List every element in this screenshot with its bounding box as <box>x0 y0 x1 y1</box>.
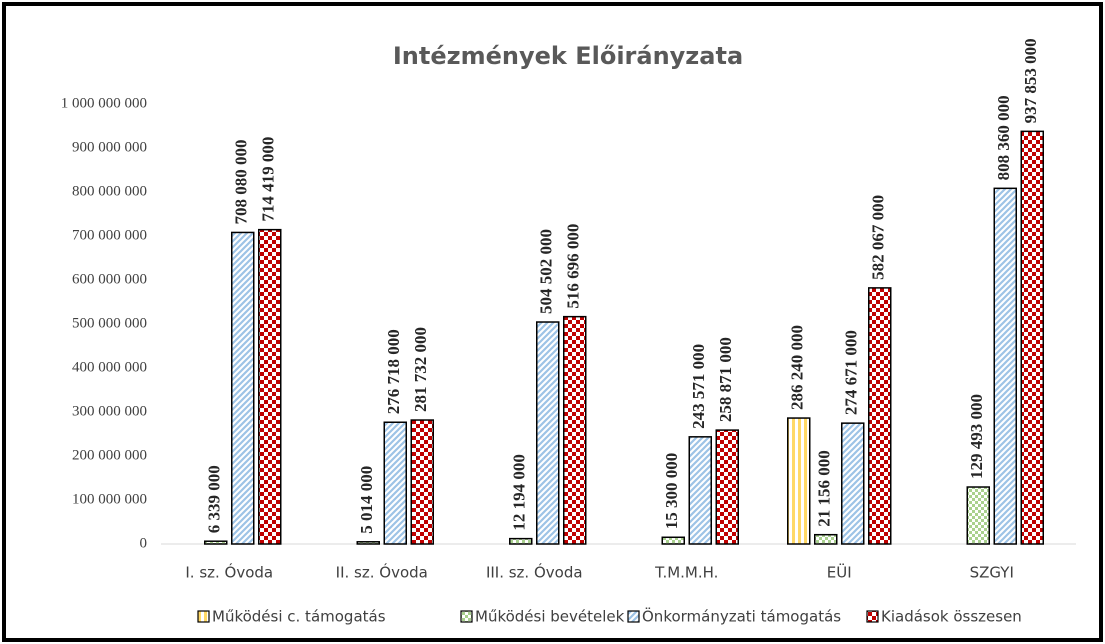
bar <box>258 228 282 545</box>
legend-label: Kiadások összesen <box>881 608 1022 626</box>
chart-title: Intézmények Előirányzata <box>393 42 743 70</box>
bar <box>661 536 685 545</box>
y-tick-label: 1 000 000 000 <box>61 95 147 111</box>
y-tick-label: 400 000 000 <box>72 359 147 375</box>
data-label: 129 493 000 <box>967 394 986 479</box>
y-tick-label: 200 000 000 <box>72 447 147 463</box>
data-label: 15 300 000 <box>662 453 681 530</box>
data-label: 516 696 000 <box>564 224 583 309</box>
legend-label: Működési c. támogatás <box>212 608 386 626</box>
bar <box>1020 130 1044 545</box>
data-label: 286 240 000 <box>788 325 807 410</box>
y-tick-label: 500 000 000 <box>72 315 147 331</box>
data-label: 21 156 000 <box>815 450 834 527</box>
x-tick-label: T.M.M.H. <box>654 564 718 582</box>
bar <box>868 287 892 545</box>
x-tick-label: I. sz. Óvoda <box>185 563 273 582</box>
bar <box>383 421 407 545</box>
bar <box>509 537 533 545</box>
bar <box>841 422 865 545</box>
legend-swatch <box>460 610 473 623</box>
bar <box>231 231 255 545</box>
y-tick-label: 900 000 000 <box>72 139 147 155</box>
data-label: 504 502 000 <box>537 229 556 314</box>
legend-swatch <box>866 610 879 623</box>
x-tick-label: SZGYI <box>970 564 1014 582</box>
y-tick-label: 700 000 000 <box>72 227 147 243</box>
data-label: 12 194 000 <box>510 454 529 531</box>
bar <box>356 541 380 545</box>
data-label: 708 080 000 <box>232 139 251 224</box>
x-tick-label: EÜI <box>827 563 852 582</box>
y-tick-label: 300 000 000 <box>72 403 147 419</box>
y-tick-label: 800 000 000 <box>72 183 147 199</box>
data-label: 274 671 000 <box>842 330 861 415</box>
legend-label: Működési bevételek <box>475 608 625 626</box>
y-tick-label: 100 000 000 <box>72 491 147 507</box>
bar <box>688 436 712 545</box>
legend-swatch <box>197 610 210 623</box>
bar <box>993 187 1017 545</box>
data-label: 281 732 000 <box>411 327 430 412</box>
x-tick-label: III. sz. Óvoda <box>486 563 583 582</box>
bar <box>563 315 587 545</box>
y-tick-label: 0 <box>140 535 148 551</box>
bar <box>715 429 739 545</box>
x-tick-label: II. sz. Óvoda <box>336 563 428 582</box>
legend-swatch <box>627 610 640 623</box>
data-label: 808 360 000 <box>994 95 1013 180</box>
y-tick-label: 600 000 000 <box>72 271 147 287</box>
data-label: 937 853 000 <box>1021 38 1040 123</box>
data-label: 243 571 000 <box>689 344 708 429</box>
bar <box>966 486 990 545</box>
bar <box>814 533 838 545</box>
legend-label: Önkormányzati támogatás <box>642 607 841 626</box>
bar <box>536 321 560 545</box>
bar <box>410 419 434 545</box>
data-label: 258 871 000 <box>716 337 735 422</box>
data-label: 714 419 000 <box>259 137 278 222</box>
data-label: 5 014 000 <box>357 466 376 534</box>
bar <box>787 417 811 545</box>
bar <box>204 540 228 545</box>
data-label: 582 067 000 <box>869 195 888 280</box>
data-label: 6 339 000 <box>205 465 224 533</box>
data-label: 276 718 000 <box>384 329 403 414</box>
